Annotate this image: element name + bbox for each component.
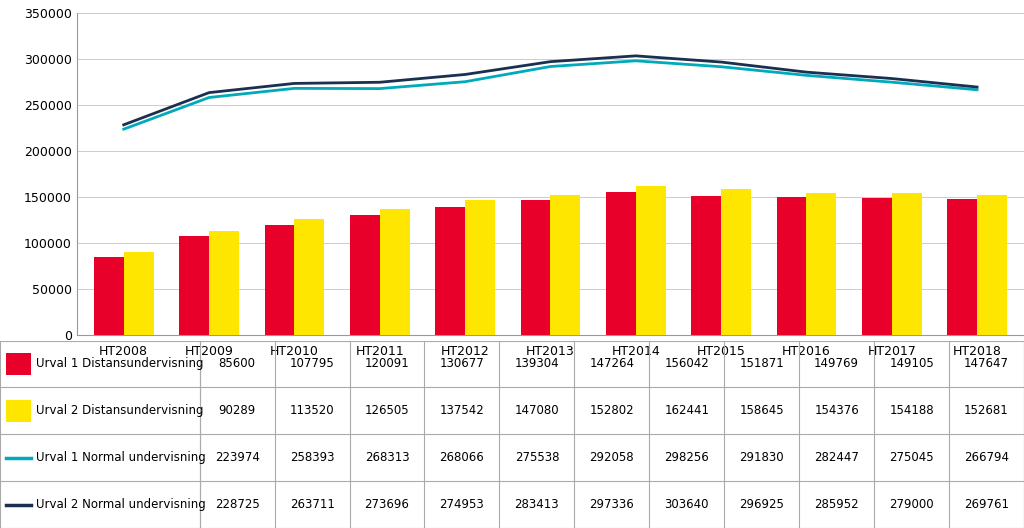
Bar (947, 200, 977, 335)
Text: 120091: 120091 (365, 357, 410, 371)
Text: 139304: 139304 (515, 357, 559, 371)
Text: 152681: 152681 (965, 404, 1009, 417)
Text: 296925: 296925 (739, 498, 784, 511)
Text: 126505: 126505 (365, 404, 410, 417)
Text: 158645: 158645 (739, 404, 784, 417)
Bar (209, 231, 239, 335)
Text: 268313: 268313 (365, 451, 410, 464)
Bar (94, 257, 124, 335)
Text: 291830: 291830 (739, 451, 784, 464)
Text: 147080: 147080 (515, 404, 559, 417)
Bar (550, 195, 581, 335)
Bar (806, 193, 837, 335)
Text: 298256: 298256 (665, 451, 710, 464)
Bar (465, 200, 495, 335)
Text: 162441: 162441 (665, 404, 710, 417)
Text: 223974: 223974 (215, 451, 260, 464)
Bar (124, 252, 154, 335)
Text: 279000: 279000 (889, 498, 934, 511)
Text: 297336: 297336 (590, 498, 634, 511)
Text: 147647: 147647 (964, 357, 1009, 371)
Bar (350, 215, 380, 335)
Bar (435, 207, 465, 335)
Bar (776, 197, 806, 335)
Text: 268066: 268066 (439, 451, 484, 464)
Text: 154188: 154188 (889, 404, 934, 417)
Text: 282447: 282447 (814, 451, 859, 464)
Text: Urval 2 Normal undervisning: Urval 2 Normal undervisning (36, 498, 206, 511)
Bar (6, 400, 31, 422)
Bar (264, 225, 295, 335)
Text: 152802: 152802 (590, 404, 634, 417)
Text: 130677: 130677 (439, 357, 484, 371)
Text: 303640: 303640 (665, 498, 709, 511)
Text: 266794: 266794 (964, 451, 1009, 464)
Text: 292058: 292058 (590, 451, 634, 464)
Text: 274953: 274953 (439, 498, 484, 511)
Bar (977, 195, 1007, 335)
Text: 263711: 263711 (290, 498, 335, 511)
Text: Urval 1 Distansundervisning: Urval 1 Distansundervisning (36, 357, 204, 371)
Bar (691, 195, 721, 335)
Text: 283413: 283413 (515, 498, 559, 511)
Text: 228725: 228725 (215, 498, 259, 511)
Text: 149769: 149769 (814, 357, 859, 371)
Text: Urval 1 Normal undervisning: Urval 1 Normal undervisning (36, 451, 206, 464)
Text: 269761: 269761 (964, 498, 1009, 511)
Bar (892, 193, 922, 335)
Text: 154376: 154376 (814, 404, 859, 417)
Text: Urval 2 Distansundervisning: Urval 2 Distansundervisning (36, 404, 204, 417)
Text: 85600: 85600 (219, 357, 256, 371)
Text: 275045: 275045 (889, 451, 934, 464)
Text: 107795: 107795 (290, 357, 335, 371)
Bar (520, 200, 551, 335)
Text: 273696: 273696 (365, 498, 410, 511)
Text: 151871: 151871 (739, 357, 784, 371)
Bar (606, 192, 636, 335)
Text: 149105: 149105 (889, 357, 934, 371)
Bar (721, 190, 751, 335)
Text: 156042: 156042 (665, 357, 710, 371)
Bar (6, 353, 31, 375)
Bar (179, 236, 209, 335)
Bar (636, 186, 666, 335)
Bar (294, 219, 325, 335)
Text: 147264: 147264 (590, 357, 634, 371)
Text: 275538: 275538 (515, 451, 559, 464)
Text: 258393: 258393 (290, 451, 335, 464)
Text: 90289: 90289 (218, 404, 256, 417)
Text: 113520: 113520 (290, 404, 335, 417)
Bar (380, 209, 410, 335)
Text: 137542: 137542 (439, 404, 484, 417)
Bar (862, 198, 892, 335)
Text: 285952: 285952 (814, 498, 859, 511)
